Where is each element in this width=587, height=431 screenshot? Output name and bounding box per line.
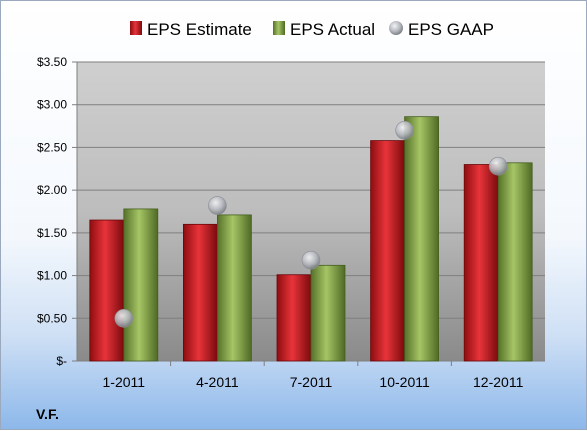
y-tick-label: $3.00 — [37, 98, 67, 112]
x-tick-label: 10-2011 — [379, 374, 430, 390]
legend-label-eps-gaap: EPS GAAP — [408, 20, 494, 39]
gaap-point — [488, 156, 508, 176]
y-tick-label: $2.00 — [37, 183, 67, 197]
gaap-point — [114, 308, 134, 328]
y-tick-label: $0.50 — [37, 311, 67, 325]
gaap-point — [301, 250, 321, 270]
y-tick-label: $3.50 — [37, 55, 67, 69]
bars — [89, 116, 533, 362]
bar-eps-actual — [216, 214, 252, 362]
x-tick-label: 7-2011 — [290, 374, 333, 390]
legend-swatch-eps-estimate — [130, 21, 142, 35]
y-axis: $- $0.50 $1.00 $1.50 $2.00 $2.50 $3.00 $3.50 — [37, 55, 78, 368]
legend-swatch-eps-actual — [273, 21, 285, 35]
x-tick-label: 12-2011 — [473, 374, 524, 390]
bar-eps-estimate — [89, 219, 125, 362]
bar-eps-actual — [404, 116, 440, 362]
bar-eps-estimate — [463, 164, 499, 362]
x-tick-label: 4-2011 — [196, 374, 239, 390]
legend-marker-eps-gaap — [389, 21, 403, 35]
gaap-point — [208, 196, 227, 215]
bar-eps-estimate — [276, 274, 312, 362]
gaap-point — [395, 121, 414, 140]
legend-label-eps-estimate: EPS Estimate — [147, 20, 252, 39]
bar-eps-estimate — [182, 223, 218, 362]
company-label: V.F. — [36, 406, 59, 422]
y-tick-label: $1.00 — [37, 269, 67, 283]
bar-eps-actual — [310, 264, 346, 362]
y-tick-label: $2.50 — [37, 140, 67, 154]
bar-eps-estimate — [370, 140, 406, 362]
legend: EPS Estimate EPS Actual EPS GAAP — [130, 20, 494, 39]
x-tick-label: 1-2011 — [103, 374, 146, 390]
gaap-points — [114, 121, 508, 328]
bar-eps-actual — [497, 162, 533, 362]
y-tick-label: $- — [56, 354, 67, 368]
legend-label-eps-actual: EPS Actual — [290, 20, 375, 39]
bar-eps-actual — [123, 208, 159, 362]
x-axis: 1-2011 4-2011 7-2011 10-2011 12-2011 — [77, 360, 545, 390]
y-tick-label: $1.50 — [37, 226, 67, 240]
